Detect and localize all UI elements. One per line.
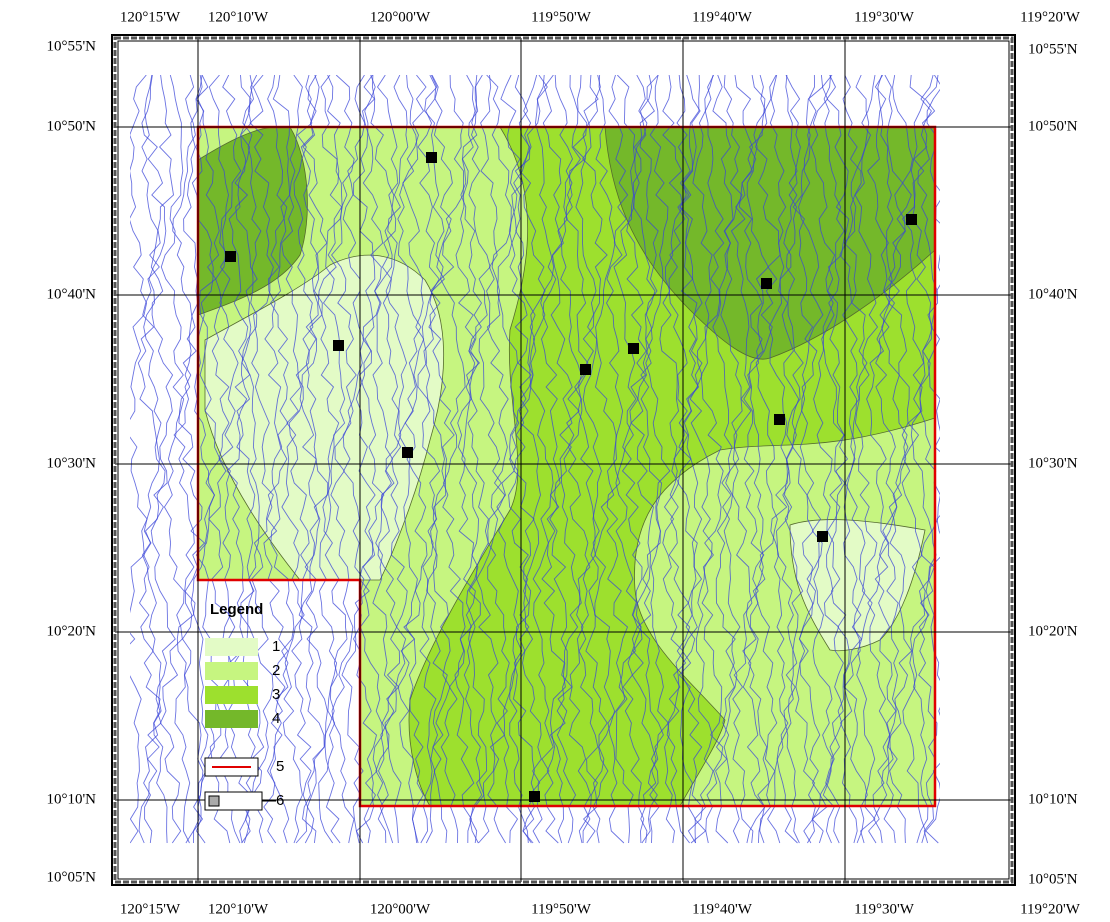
latitude-label: 10°55'N xyxy=(1028,41,1078,57)
latitude-label: 10°40'N xyxy=(46,286,96,302)
longitude-label: 119°20'W xyxy=(1020,9,1081,25)
latitude-label: 10°20'N xyxy=(1028,623,1078,639)
longitude-label: 119°50'W xyxy=(531,9,592,25)
latitude-label: 10°30'N xyxy=(46,455,96,471)
legend-label: 6 xyxy=(276,792,284,809)
longitude-label: 120°00'W xyxy=(370,9,431,25)
sample-point xyxy=(761,278,772,289)
latitude-label: 10°55'N xyxy=(46,38,96,54)
latitude-label: 10°40'N xyxy=(1028,286,1078,302)
latitude-label: 10°10'N xyxy=(1028,791,1078,807)
longitude-label: 119°50'W xyxy=(531,901,592,917)
legend-title: Legend xyxy=(210,601,263,618)
latitude-label: 10°05'N xyxy=(1028,871,1078,887)
sample-point xyxy=(774,414,785,425)
latitude-label: 10°05'N xyxy=(46,869,96,885)
sample-point xyxy=(402,447,413,458)
longitude-label: 120°10'W xyxy=(208,901,269,917)
sample-point xyxy=(580,364,591,375)
longitude-label: 120°15'W xyxy=(120,9,181,25)
map: Legend 1 2 3 4 5 6 120°15'W 120°10'W 120°0… xyxy=(0,0,1110,922)
legend-swatch xyxy=(205,662,258,680)
latitude-label: 10°50'N xyxy=(1028,118,1078,134)
longitude-label: 119°30'W xyxy=(854,901,915,917)
latitude-label: 10°50'N xyxy=(46,118,96,134)
longitude-label: 120°15'W xyxy=(120,901,181,917)
latitude-label: 10°10'N xyxy=(46,791,96,807)
legend-label: 4 xyxy=(272,710,280,727)
sample-point xyxy=(333,340,344,351)
sample-point xyxy=(426,152,437,163)
longitude-label: 120°00'W xyxy=(370,901,431,917)
longitude-label: 119°20'W xyxy=(1020,901,1081,917)
legend-swatch xyxy=(205,686,258,704)
latitude-label: 10°30'N xyxy=(1028,455,1078,471)
legend-swatch xyxy=(205,710,258,728)
legend-label: 3 xyxy=(272,686,280,703)
legend-label: 5 xyxy=(276,758,284,775)
sample-point xyxy=(529,791,540,802)
legend-label: 2 xyxy=(272,662,280,679)
sample-point xyxy=(628,343,639,354)
sample-point xyxy=(906,214,917,225)
legend-swatch xyxy=(205,638,258,656)
legend-label: 1 xyxy=(272,638,280,655)
latitude-label: 10°20'N xyxy=(46,623,96,639)
sample-point xyxy=(817,531,828,542)
longitude-label: 119°40'W xyxy=(692,901,753,917)
sample-point xyxy=(225,251,236,262)
longitude-label: 120°10'W xyxy=(208,9,269,25)
longitude-label: 119°30'W xyxy=(854,9,915,25)
longitude-label: 119°40'W xyxy=(692,9,753,25)
legend-swatch xyxy=(209,796,219,806)
